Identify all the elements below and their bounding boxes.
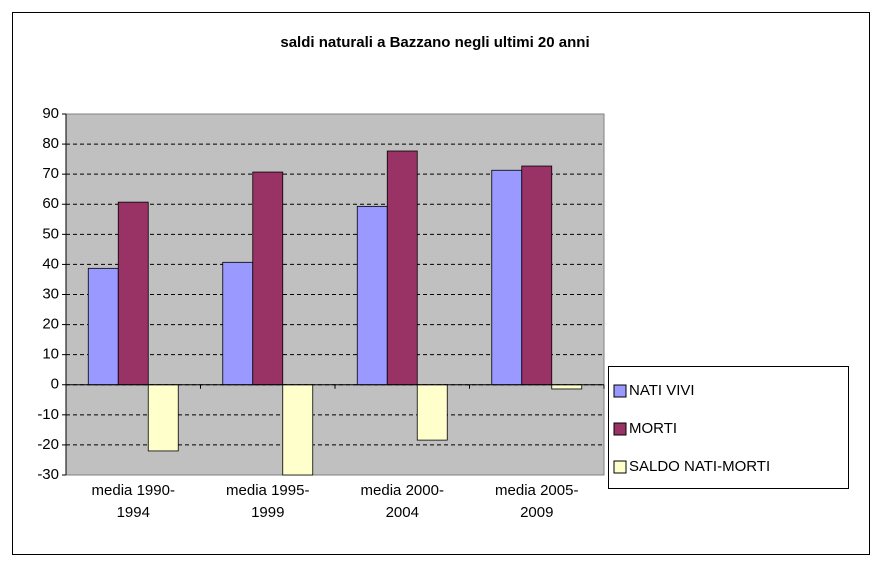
legend-box [608,366,849,489]
x-tick-label: media 2005-2009 [495,482,579,521]
y-tick-label: 10 [42,346,59,363]
bar [491,169,523,386]
x-tick-label: media 2000-2004 [360,482,444,521]
bar [356,205,388,386]
legend-label: NATI VIVI [629,382,695,399]
chart-title: saldi naturali a Bazzano negli ultimi 20… [280,34,589,51]
y-tick-label: -30 [37,466,59,483]
y-tick-label: 90 [42,105,59,122]
y-tick-label: -10 [37,406,59,423]
bar [222,261,254,386]
bar [386,150,418,386]
bar [521,165,553,386]
y-tick-label: 40 [42,255,59,272]
y-tick-label: 70 [42,165,59,182]
y-tick-label: 20 [42,316,59,333]
y-tick-label: 50 [42,225,59,242]
bar [117,201,149,386]
legend-label: SALDO NATI-MORTI [629,458,770,475]
bar [551,384,583,390]
legend-swatch [613,460,627,474]
bar [416,384,448,441]
y-tick-label: 30 [42,285,59,302]
legend-label: MORTI [629,420,677,437]
y-tick-label: 80 [42,135,59,152]
legend-swatch [613,384,627,398]
y-tick-label: 60 [42,195,59,212]
y-tick-label: -20 [37,436,59,453]
y-tick-label: 0 [51,376,59,393]
x-tick-label: media 1995-1999 [226,482,310,521]
legend-swatch [613,422,627,436]
bar [252,171,284,386]
x-tick-label: media 1990-1994 [91,482,175,521]
bar [282,384,314,476]
bar [147,384,179,452]
bar [87,267,119,386]
